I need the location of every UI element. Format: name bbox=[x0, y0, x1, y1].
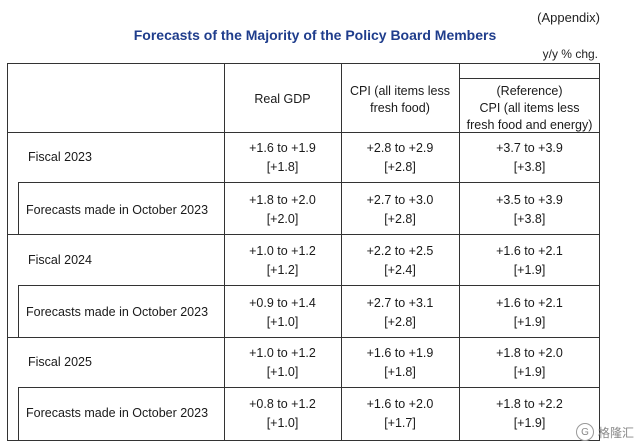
subrow-indent bbox=[18, 387, 19, 440]
ref-cpi-cell: +3.7 to +3.9 [+3.8] bbox=[496, 141, 563, 174]
column-divider bbox=[341, 64, 342, 440]
group-divider bbox=[8, 337, 599, 338]
logo-text: 格隆汇 bbox=[597, 425, 634, 440]
header-cpi-line1: CPI (all items less bbox=[349, 84, 451, 98]
column-divider bbox=[459, 64, 460, 440]
reference-header-box bbox=[459, 78, 600, 133]
ref-cpi-cell: +3.5 to +3.9 [+3.8] bbox=[496, 193, 563, 226]
header-cpi: CPI (all items less fresh food) bbox=[341, 83, 459, 117]
header-reference-cpi: (Reference) CPI (all items less fresh fo… bbox=[459, 83, 600, 134]
gdp-cell: +0.9 to +1.4 [+1.0] bbox=[249, 296, 316, 329]
header-divider bbox=[8, 132, 599, 133]
cpi-cell: +1.6 to +2.0 [+1.7] bbox=[366, 397, 434, 430]
cpi-cell: +2.8 to +2.9 [+2.8] bbox=[366, 141, 434, 174]
gdp-cell: +1.6 to +1.9 [+1.8] bbox=[249, 141, 316, 174]
logo-mark-icon: G bbox=[575, 423, 594, 441]
page-title: Forecasts of the Majority of the Policy … bbox=[133, 27, 497, 43]
header-ref-line3: fresh food and energy) bbox=[466, 118, 593, 132]
gdp-cell: +0.8 to +1.2 [+1.0] bbox=[249, 397, 316, 430]
row-label-october: Forecasts made in October 2023 bbox=[26, 203, 209, 217]
ref-cpi-cell: +1.8 to +2.2 [+1.9] bbox=[496, 397, 563, 430]
header-ref-line2: CPI (all items less bbox=[479, 101, 580, 115]
cpi-cell: +2.7 to +3.1 [+2.8] bbox=[366, 296, 434, 329]
column-divider bbox=[224, 64, 225, 440]
row-label: Fiscal 2024 bbox=[28, 253, 92, 267]
group-divider bbox=[8, 234, 599, 235]
header-real-gdp: Real GDP bbox=[254, 92, 311, 106]
row-divider bbox=[18, 387, 599, 388]
appendix-label: (Appendix) bbox=[537, 10, 600, 25]
ref-cpi-cell: +1.6 to +2.1 [+1.9] bbox=[496, 244, 563, 277]
cpi-cell: +2.7 to +3.0 [+2.8] bbox=[366, 193, 434, 226]
ref-cpi-cell: +1.6 to +2.1 [+1.9] bbox=[496, 296, 563, 329]
row-label: Fiscal 2025 bbox=[28, 355, 92, 369]
cpi-cell: +1.6 to +1.9 [+1.8] bbox=[366, 346, 434, 379]
cpi-cell: +2.2 to +2.5 [+2.4] bbox=[366, 244, 434, 277]
row-label-october: Forecasts made in October 2023 bbox=[26, 305, 209, 319]
header-cpi-line2: fresh food) bbox=[370, 101, 430, 115]
row-divider bbox=[18, 285, 599, 286]
unit-label: y/y % chg. bbox=[542, 47, 598, 61]
header-ref-line1: (Reference) bbox=[496, 84, 563, 98]
ref-cpi-cell: +1.8 to +2.0 [+1.9] bbox=[496, 346, 563, 379]
gdp-cell: +1.8 to +2.0 [+2.0] bbox=[249, 193, 316, 226]
row-divider bbox=[18, 182, 599, 183]
watermark-logo: G 格隆汇 bbox=[575, 423, 634, 441]
gdp-cell: +1.0 to +1.2 [+1.2] bbox=[249, 244, 316, 277]
subrow-indent bbox=[18, 182, 19, 234]
gdp-cell: +1.0 to +1.2 [+1.0] bbox=[249, 346, 316, 379]
row-label: Fiscal 2023 bbox=[28, 150, 92, 164]
row-label-october: Forecasts made in October 2023 bbox=[26, 406, 209, 420]
forecast-table: Real GDP CPI (all items less fresh food)… bbox=[7, 63, 600, 441]
subrow-indent bbox=[18, 285, 19, 337]
